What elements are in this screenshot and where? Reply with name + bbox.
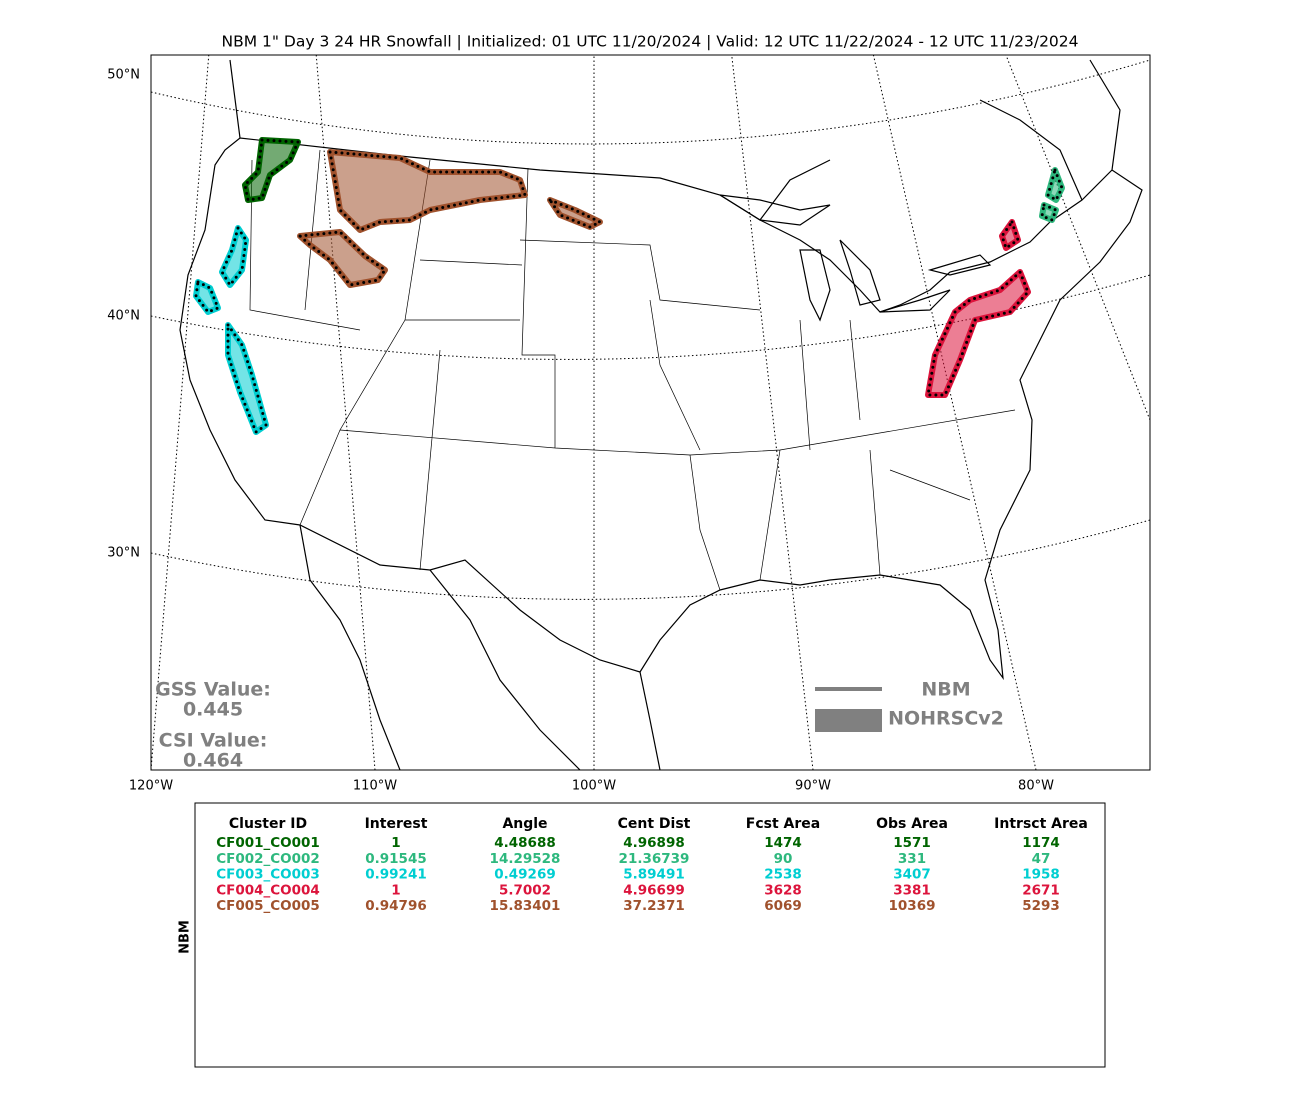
coastline (179, 137, 1143, 681)
graticule (872, 55, 1037, 770)
table-cell: 3407 (893, 867, 931, 883)
column-header: Angle (502, 816, 547, 832)
table-cell: CF003_CO003 (216, 867, 320, 883)
table: Cluster ID Interest Angle Cent Dist Fcst Are… (216, 816, 1088, 914)
obs-area (228, 325, 266, 432)
column-header: Obs Area (876, 816, 948, 832)
great-lakes (719, 194, 992, 322)
table-cell: 0.91545 (365, 851, 427, 867)
csi-label: CSI Value: (159, 730, 268, 752)
map (150, 54, 1151, 771)
obs-area (300, 232, 385, 285)
table-cell: 4.48688 (494, 835, 556, 851)
canada (229, 59, 1121, 221)
table-cell: 4.96898 (623, 835, 685, 851)
fcst-dots (220, 224, 248, 288)
fcst-dots (546, 196, 604, 229)
table-cell: 5.89491 (623, 867, 685, 883)
legend-patch (815, 709, 882, 732)
title: NBM 1" Day 3 24 HR Snowfall | Initialize… (221, 33, 1078, 51)
fcst-outline (297, 229, 388, 288)
fcst-dots (1000, 218, 1020, 251)
graticule (1005, 55, 1150, 421)
table-cell: 6069 (764, 898, 802, 914)
table-cell: 1 (391, 835, 400, 851)
lat-label: 50°N (107, 68, 140, 83)
table-cell: 1571 (893, 835, 931, 851)
table-cell: 15.83401 (490, 898, 561, 914)
lon-label: 110°W (353, 779, 397, 794)
fcst-dots (243, 138, 301, 202)
fcst-dots (1046, 165, 1064, 203)
lat-label: 40°N (107, 309, 140, 324)
table-cell: 1958 (1022, 867, 1060, 883)
fcst-dots (926, 269, 1030, 397)
table-cell: 14.29528 (490, 851, 561, 867)
table-cell: 10369 (889, 898, 936, 914)
gss-value: 0.445 (183, 699, 243, 721)
obs-area (928, 272, 1028, 395)
table-cell: 2538 (764, 867, 802, 883)
lon-label: 80°W (1018, 779, 1054, 794)
table-cell: 0.49269 (494, 867, 556, 883)
fcst-dots (194, 279, 220, 314)
fcst-dots (328, 150, 528, 232)
obs-area (245, 140, 298, 200)
column-header: Intrsct Area (994, 816, 1088, 832)
lon-label: 100°W (572, 779, 616, 794)
graticule (731, 55, 814, 770)
table-cell: 37.2371 (623, 898, 685, 914)
column-header: Cluster ID (229, 816, 307, 832)
table-cell: 331 (898, 851, 926, 867)
table-cell: 3381 (893, 882, 931, 898)
table-cell: 3628 (764, 882, 802, 898)
gss-label: GSS Value: (155, 679, 271, 701)
table-cell: 21.36739 (619, 851, 690, 867)
table-cell: CF001_CO001 (216, 835, 320, 851)
table-cell: 90 (774, 851, 793, 867)
table-cell: 4.96699 (623, 882, 685, 898)
table-cell: 5.7002 (499, 882, 551, 898)
column-header: Interest (365, 816, 428, 832)
graticule (151, 59, 1150, 145)
column-header: Fcst Area (746, 816, 820, 832)
state-lines (249, 149, 1016, 591)
table-cell: 5293 (1022, 898, 1060, 914)
table-cell: 47 (1032, 851, 1051, 867)
column-header: Cent Dist (618, 816, 691, 832)
table-cell: 2671 (1022, 882, 1060, 898)
obs-area (330, 152, 525, 230)
table-cell: CF005_CO005 (216, 898, 320, 914)
table-cell: CF002_CO002 (216, 851, 320, 867)
table-cell: 1474 (764, 835, 802, 851)
table-cell: CF004_CO004 (216, 882, 320, 898)
fcst-dots (226, 320, 268, 435)
table-cell: 0.99241 (365, 867, 427, 883)
fcst-dots (1040, 202, 1058, 222)
csi-value: 0.464 (183, 750, 243, 772)
table-side-label: NBM (178, 920, 193, 954)
lon-label: 120°W (129, 779, 173, 794)
table-cell: 1 (391, 882, 400, 898)
legend-label: NOHRSCv2 (888, 708, 1004, 730)
lon-label: 90°W (795, 779, 831, 794)
table-cell: 1174 (1022, 835, 1060, 851)
lat-label: 30°N (107, 546, 140, 561)
legend-label: NBM (921, 679, 970, 701)
table-cell: 0.94796 (365, 898, 427, 914)
mexico (299, 524, 661, 770)
obs-area (196, 282, 218, 312)
table-frame (194, 802, 1106, 1068)
